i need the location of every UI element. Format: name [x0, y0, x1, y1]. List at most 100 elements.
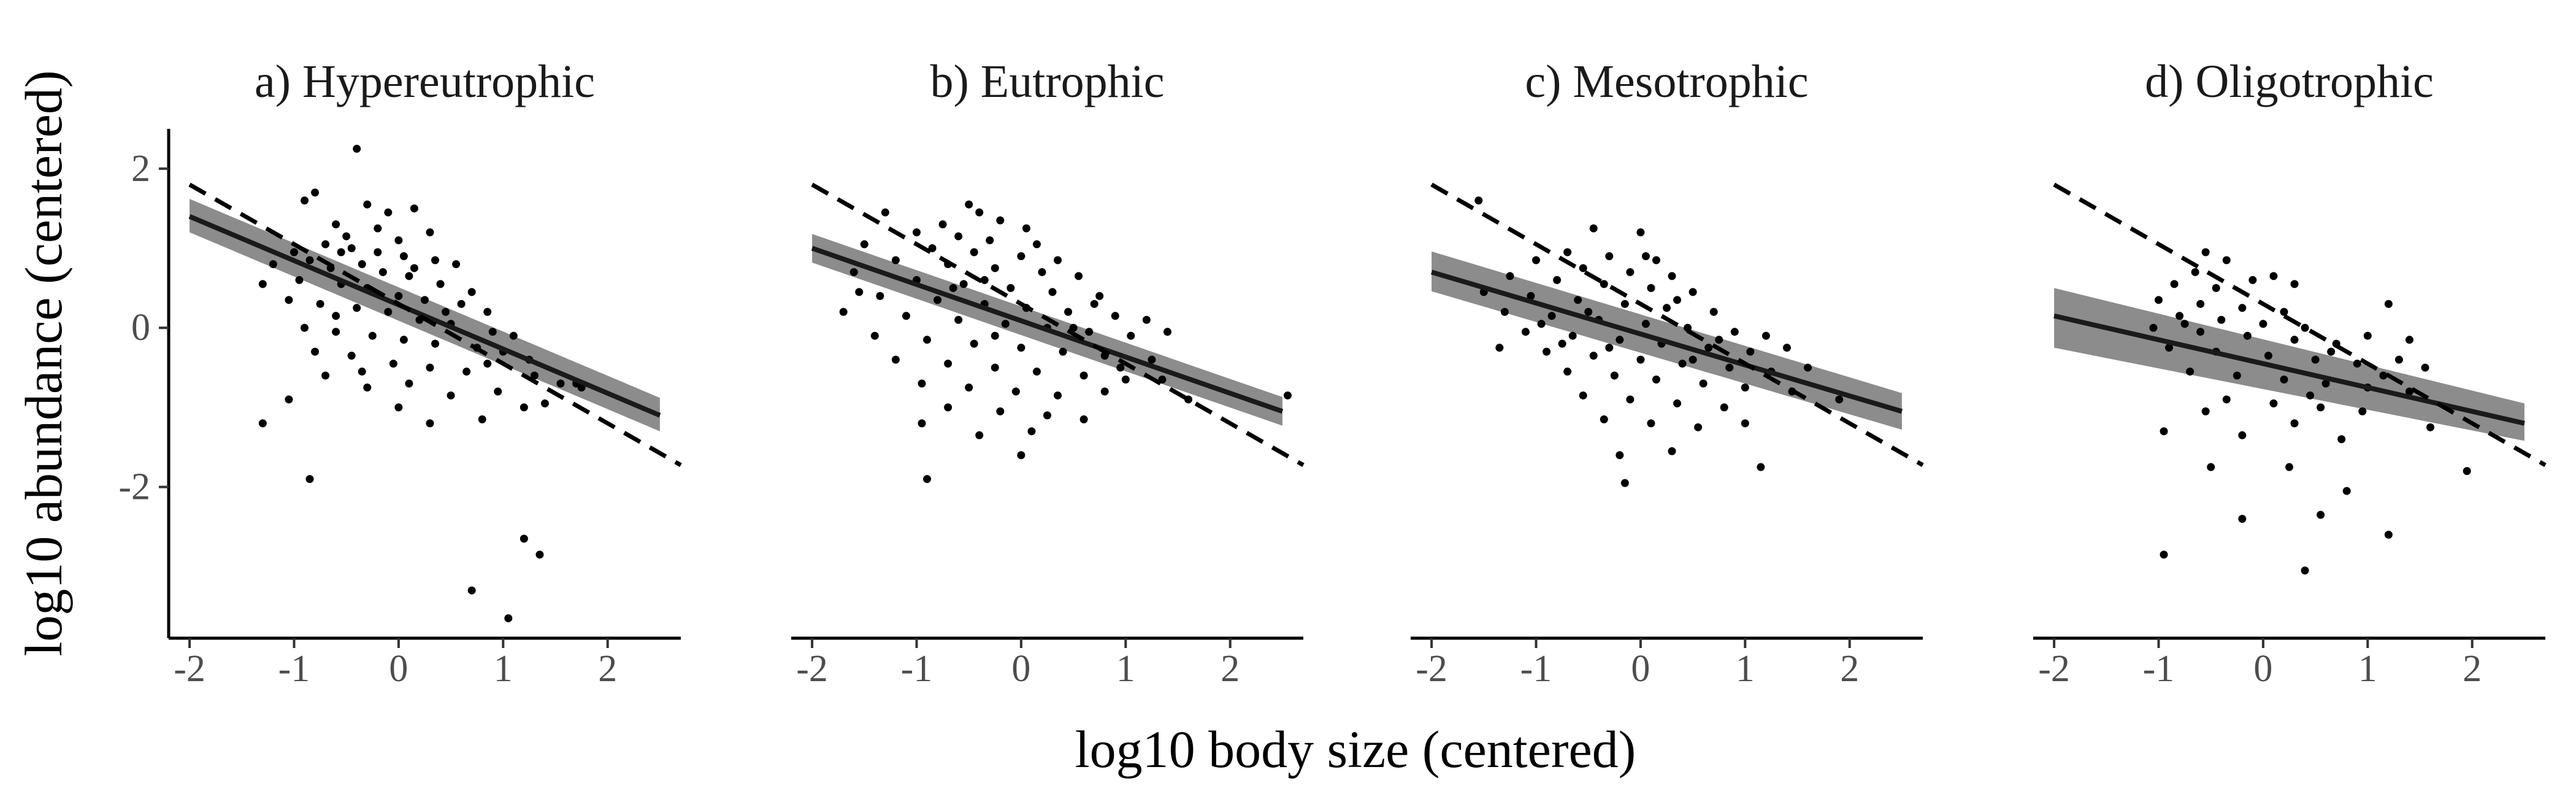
- data-point: [1001, 320, 1010, 328]
- data-point: [965, 200, 973, 209]
- data-point: [2191, 268, 2199, 276]
- data-point: [258, 280, 267, 288]
- data-point: [902, 312, 910, 320]
- data-point: [467, 288, 476, 296]
- data-point: [285, 395, 293, 404]
- panel-title: c) Mesotrophic: [1525, 56, 1808, 107]
- data-point: [2290, 336, 2299, 344]
- data-point: [431, 339, 440, 348]
- data-point: [2317, 511, 2325, 519]
- data-point: [918, 379, 926, 388]
- data-point: [2421, 363, 2429, 372]
- data-point: [347, 244, 356, 253]
- data-point: [1620, 299, 1629, 308]
- data-point: [494, 387, 502, 396]
- x-tick-label: 1: [1116, 648, 1135, 690]
- data-point: [311, 347, 320, 356]
- data-point: [410, 204, 418, 213]
- data-point: [1563, 248, 1572, 256]
- data-point: [1647, 284, 1655, 292]
- data-point: [405, 379, 413, 388]
- data-point: [1652, 376, 1660, 384]
- data-point: [1668, 447, 1676, 455]
- data-point: [980, 276, 989, 284]
- data-point: [1616, 336, 1624, 344]
- reference-line: [1430, 182, 1924, 467]
- data-point: [2238, 431, 2247, 439]
- data-point: [1111, 312, 1119, 320]
- data-point: [358, 260, 366, 268]
- data-point: [504, 614, 513, 623]
- data-point: [1017, 344, 1025, 352]
- data-point: [2170, 280, 2179, 288]
- data-point: [426, 363, 434, 372]
- data-point: [1283, 391, 1292, 399]
- reference-line: [811, 182, 1305, 467]
- data-point: [1568, 331, 1577, 340]
- data-point: [1531, 256, 1540, 264]
- data-point: [1527, 291, 1535, 300]
- data-point: [2160, 550, 2168, 559]
- y-tick-label: 2: [131, 148, 150, 190]
- data-point: [975, 431, 984, 439]
- data-point: [289, 248, 298, 256]
- data-point: [488, 328, 497, 336]
- data-point: [1521, 328, 1530, 336]
- data-point: [1022, 224, 1030, 233]
- data-point: [949, 284, 957, 292]
- data-point: [301, 196, 309, 205]
- data-point: [363, 200, 372, 209]
- data-point: [1048, 288, 1057, 296]
- data-point: [295, 276, 304, 284]
- data-point: [1641, 252, 1650, 260]
- data-point: [1032, 368, 1041, 376]
- data-point: [1636, 228, 1645, 237]
- x-tick-label: 2: [598, 648, 617, 690]
- data-point: [389, 360, 397, 368]
- data-point: [918, 419, 926, 428]
- data-point: [944, 360, 953, 368]
- data-point: [2222, 395, 2231, 404]
- data-point: [839, 307, 848, 316]
- data-point: [1032, 240, 1041, 249]
- data-point: [1059, 347, 1067, 356]
- data-point: [1709, 307, 1718, 316]
- fit-line: [2053, 313, 2525, 426]
- data-point: [944, 403, 953, 412]
- data-point: [467, 586, 476, 595]
- data-point: [2405, 387, 2413, 396]
- facet-panel: c) Mesotrophic -2 -1 0 1 2: [1411, 56, 1924, 690]
- data-point: [2353, 360, 2361, 368]
- data-point: [405, 272, 413, 280]
- data-point: [368, 331, 377, 340]
- data-point: [509, 331, 518, 340]
- data-point: [2269, 272, 2278, 280]
- data-point: [305, 475, 314, 484]
- x-tick-label: 1: [2358, 648, 2377, 690]
- data-point: [316, 299, 324, 308]
- data-point: [2394, 355, 2403, 364]
- x-tick-label: -1: [901, 648, 933, 690]
- fit-line: [1430, 269, 1903, 414]
- data-point: [321, 240, 330, 249]
- data-point: [1620, 479, 1629, 487]
- data-point: [1741, 383, 1749, 392]
- x-tick-label: 0: [389, 648, 408, 690]
- data-point: [2290, 280, 2299, 288]
- data-point: [399, 252, 408, 260]
- data-point: [986, 236, 994, 245]
- data-point: [1054, 391, 1062, 399]
- data-point: [347, 352, 356, 360]
- data-point: [970, 339, 978, 348]
- data-point: [478, 415, 486, 423]
- data-point: [2186, 368, 2195, 376]
- data-point: [1626, 268, 1635, 276]
- data-point: [1563, 368, 1572, 376]
- data-point: [965, 383, 973, 392]
- data-point: [332, 328, 340, 336]
- x-tick-label: 0: [2253, 648, 2272, 690]
- y-tick-label: -2: [118, 466, 150, 508]
- data-point: [519, 534, 528, 543]
- data-point: [436, 280, 445, 288]
- data-point: [2405, 336, 2413, 344]
